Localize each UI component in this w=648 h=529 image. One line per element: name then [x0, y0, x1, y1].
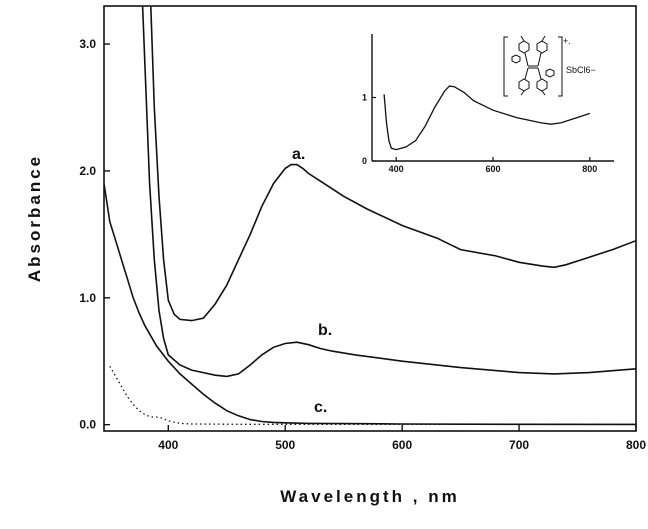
series-line-dotted: [109, 365, 636, 426]
series-label-c: c.: [314, 399, 327, 416]
inset-x-tick-label: 600: [485, 164, 500, 174]
y-tick-label: 0.0: [79, 418, 96, 432]
x-tick-label: 800: [626, 438, 646, 452]
inset-series-group: [383, 85, 591, 151]
inset-charge-label: +.: [563, 36, 571, 46]
tetraarylethylene-structure-icon: [503, 35, 563, 97]
y-tick-label: 1.0: [79, 291, 96, 305]
inset-y-tick-label: 1: [362, 93, 367, 103]
inset-axis-ticks: 400 600 800 0 1: [362, 93, 597, 175]
inset-x-tick-label: 800: [582, 164, 597, 174]
main-series-group: [104, 6, 636, 426]
y-tick-label: 2.0: [79, 164, 96, 178]
inset-background: [364, 30, 618, 162]
series-label-b: b.: [318, 322, 332, 339]
inset-x-tick-label: 400: [389, 164, 404, 174]
series-label-a: a.: [292, 146, 305, 163]
series-line-a: [150, 6, 636, 322]
inset-counterion-label: SbCl6−: [566, 65, 596, 75]
series-line-b: [141, 6, 636, 378]
main-axis-ticks: 400 500 600 700 800 0.0 1.0 2.0 3.0: [79, 37, 646, 452]
y-axis-title: Absorbance: [25, 154, 44, 282]
x-tick-label: 700: [509, 438, 529, 452]
x-tick-label: 400: [158, 438, 178, 452]
x-axis-title: Wavelength , nm: [280, 487, 459, 506]
y-tick-label: 3.0: [79, 37, 96, 51]
x-tick-label: 500: [275, 438, 295, 452]
series-line-c: [104, 183, 636, 426]
inset-series-line: [383, 85, 591, 151]
inset-y-tick-label: 0: [362, 156, 367, 166]
main-plot-frame: [103, 5, 637, 432]
x-tick-label: 600: [392, 438, 412, 452]
